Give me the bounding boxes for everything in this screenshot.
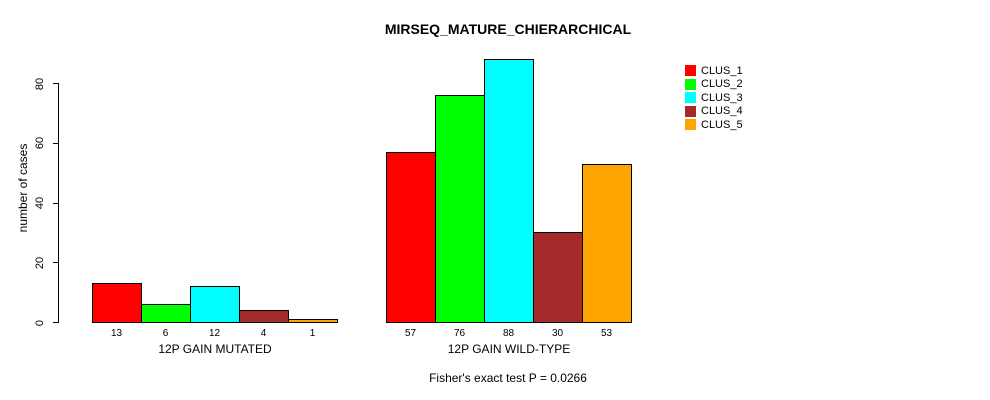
bar <box>484 59 534 323</box>
group-label-mutated: 12P GAIN MUTATED <box>158 342 272 356</box>
y-tick <box>53 262 58 264</box>
bar <box>288 319 338 323</box>
y-tick-label: 0 <box>34 319 46 326</box>
bar <box>190 286 240 323</box>
legend-item: CLUS_4 <box>685 105 743 119</box>
bar <box>582 164 632 323</box>
bar-value-label: 53 <box>600 328 613 339</box>
group-label-wildtype: 12P GAIN WILD-TYPE <box>447 342 571 356</box>
bar-value-label: 30 <box>551 328 564 339</box>
legend-item: CLUS_3 <box>685 91 743 105</box>
y-tick <box>53 202 58 204</box>
legend-label: CLUS_2 <box>701 78 743 91</box>
legend-swatch <box>685 119 696 131</box>
legend-swatch <box>685 78 696 90</box>
y-tick-label: 80 <box>34 77 46 90</box>
bar-value-label: 76 <box>453 328 466 339</box>
legend-swatch <box>685 105 696 117</box>
bar <box>435 95 485 323</box>
bar-value-label: 1 <box>309 328 316 339</box>
bar-value-label: 88 <box>502 328 515 339</box>
legend-label: CLUS_3 <box>701 91 743 104</box>
bar <box>92 283 142 323</box>
y-tick <box>53 83 58 84</box>
legend-label: CLUS_1 <box>701 64 743 77</box>
bar <box>386 152 436 323</box>
y-tick <box>53 322 58 323</box>
bar-value-label: 4 <box>260 328 267 339</box>
bar-value-label: 57 <box>404 328 417 339</box>
legend-item: CLUS_1 <box>685 64 743 78</box>
legend: CLUS_1 CLUS_2 CLUS_3 CLUS_4 CLUS_5 <box>685 64 743 132</box>
y-axis-label: number of cases <box>16 143 30 233</box>
y-tick-label: 60 <box>34 137 46 150</box>
y-tick-label: 20 <box>34 256 46 269</box>
annotation-fisher-test: Fisher's exact test P = 0.0266 <box>429 371 587 385</box>
y-tick <box>53 142 58 144</box>
legend-item: CLUS_2 <box>685 78 743 92</box>
bar <box>141 304 191 323</box>
bar <box>239 310 289 323</box>
y-axis-line <box>58 83 59 323</box>
bar-value-label: 13 <box>110 328 123 339</box>
y-tick-label: 40 <box>34 196 46 210</box>
legend-swatch <box>685 65 696 77</box>
legend-swatch <box>685 92 696 104</box>
bar-value-label: 6 <box>162 328 169 339</box>
chart-title: MIRSEQ_MATURE_CHIERARCHICAL <box>384 21 632 37</box>
legend-label: CLUS_4 <box>701 105 743 118</box>
bar <box>533 232 583 323</box>
legend-label: CLUS_5 <box>701 118 743 131</box>
legend-item: CLUS_5 <box>685 118 743 132</box>
bar-value-label: 12 <box>208 328 221 339</box>
